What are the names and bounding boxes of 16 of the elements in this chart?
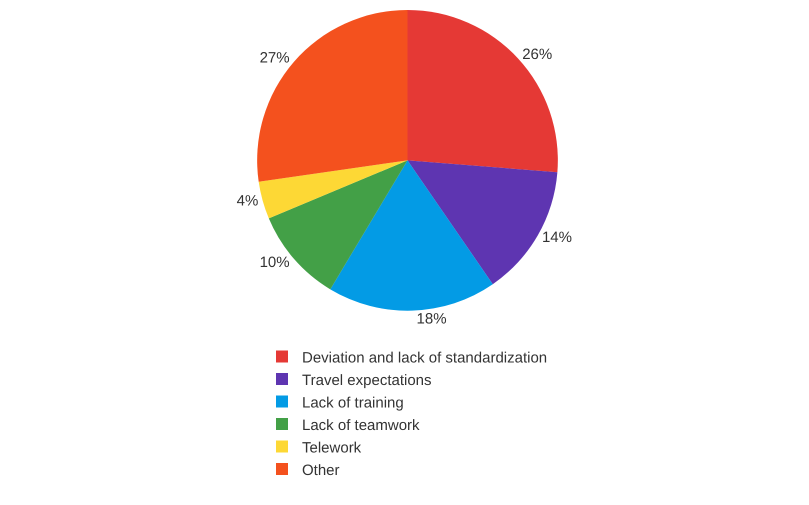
legend-label: Telework	[302, 439, 362, 456]
data-label: 10%	[260, 254, 290, 271]
legend-label: Lack of teamwork	[302, 416, 420, 434]
legend-label: Travel expectations	[302, 372, 432, 389]
data-label: 14%	[542, 229, 572, 246]
data-label: 26%	[522, 46, 552, 63]
legend-label: Other	[302, 462, 340, 479]
data-label: 27%	[260, 50, 290, 67]
legend-label: Lack of training	[302, 394, 404, 412]
pie-slice	[257, 10, 408, 182]
pie-slice	[408, 10, 558, 172]
legend-label: Deviation and lack of standardization	[302, 349, 548, 366]
pie-slice	[330, 160, 493, 311]
pie-slice	[258, 160, 408, 218]
data-label: 4%	[236, 192, 258, 210]
data-label: 18%	[416, 310, 447, 328]
